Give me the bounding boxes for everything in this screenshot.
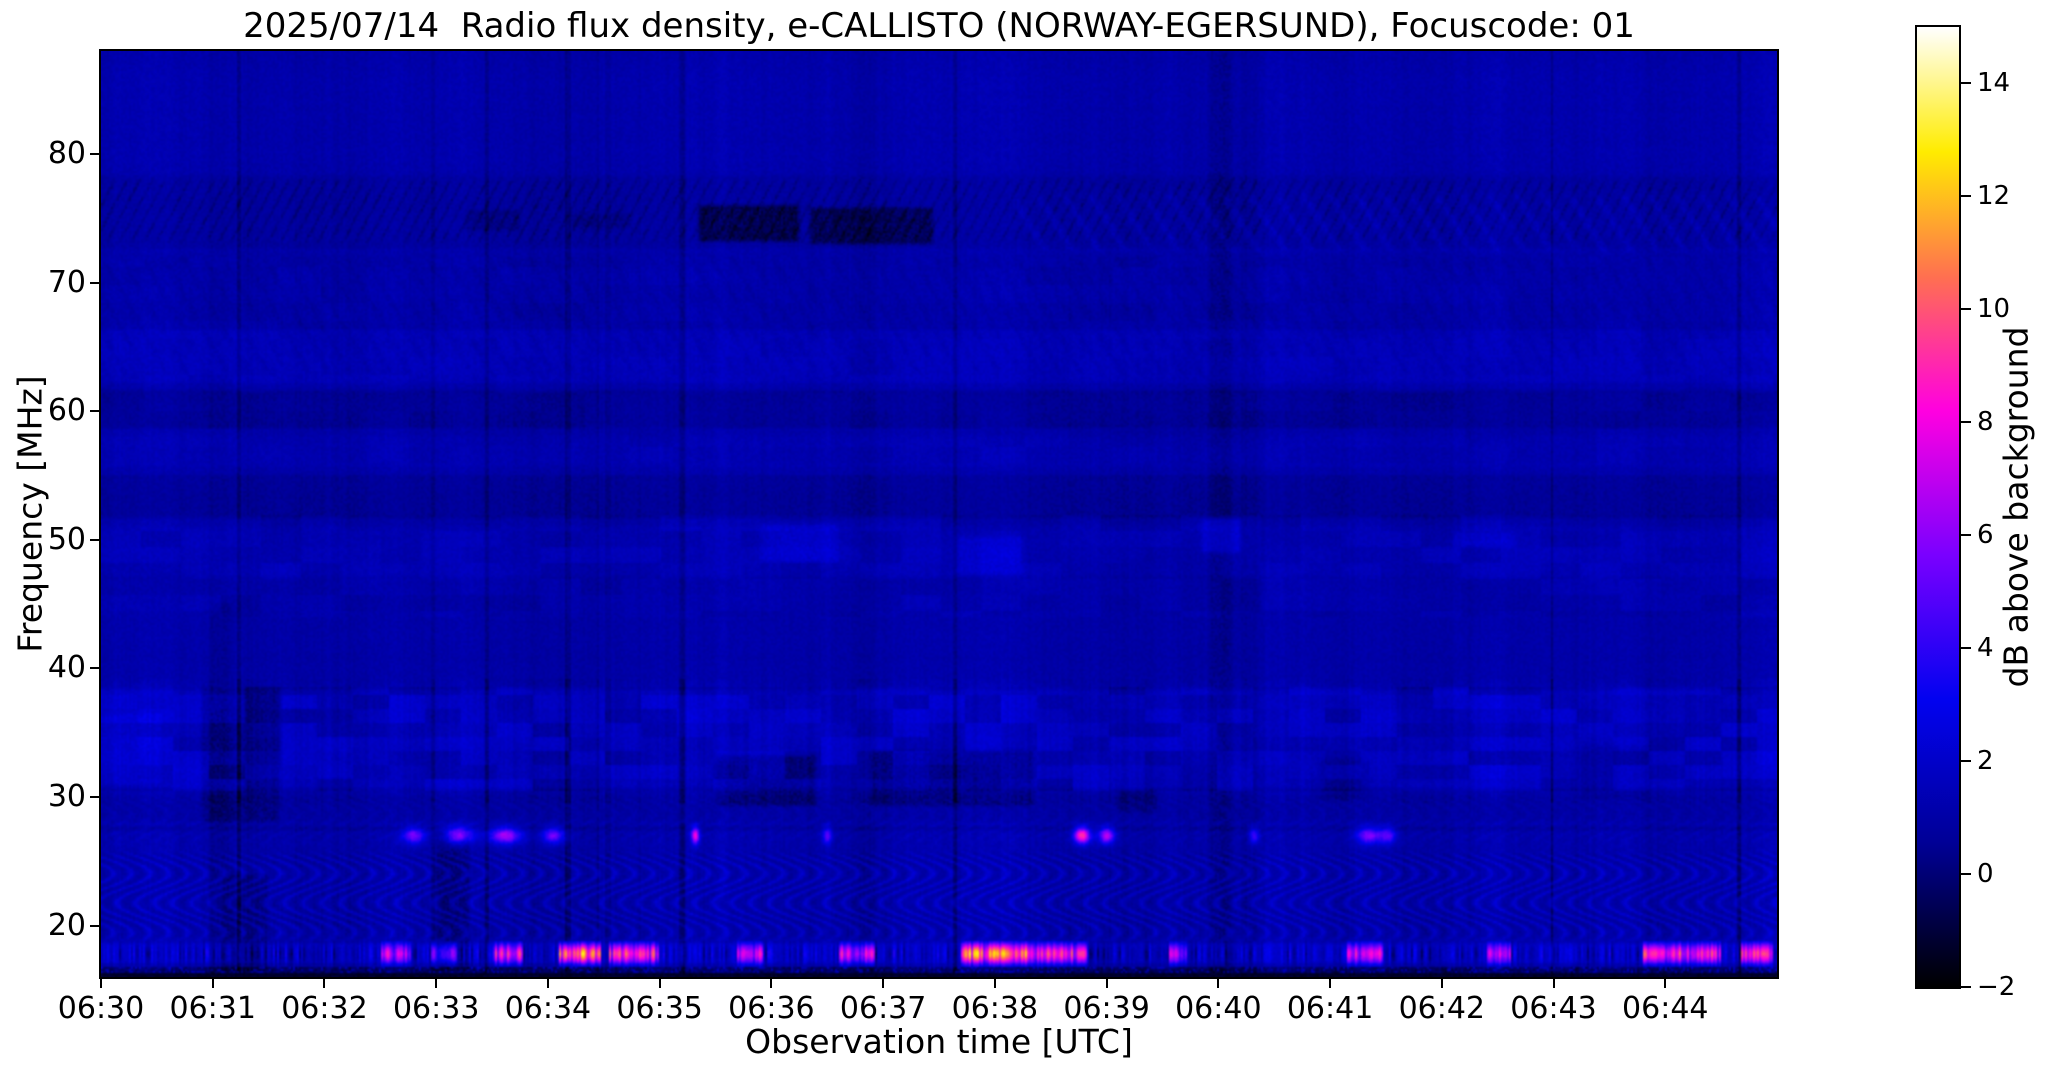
y-tick	[90, 410, 101, 413]
x-tick	[882, 977, 885, 988]
x-tick	[770, 977, 773, 988]
x-tick	[435, 977, 438, 988]
colorbar-tick	[1961, 308, 1971, 311]
x-tick	[1105, 977, 1108, 988]
colorbar-tick-label: 6	[1977, 520, 1994, 551]
colorbar-tick-label: 12	[1977, 181, 2011, 212]
x-tick-label: 06:31	[169, 991, 256, 1026]
y-tick-label: 80	[47, 135, 86, 171]
x-tick-label: 06:40	[1175, 991, 1262, 1026]
colorbar-label: dB above background	[1996, 326, 2036, 688]
colorbar-tick-label: −2	[1977, 972, 2016, 1002]
colorbar-tick	[1961, 421, 1971, 424]
x-tick-label: 06:33	[392, 991, 480, 1026]
x-tick-label: 06:32	[281, 991, 368, 1026]
x-tick-label: 06:36	[728, 991, 815, 1026]
colorbar-tick-label: 8	[1977, 407, 1994, 438]
y-tick	[90, 538, 101, 541]
spectrogram-plot-frame	[99, 49, 1779, 979]
y-tick	[90, 667, 101, 670]
y-tick-label: 40	[47, 650, 86, 686]
colorbar-tick	[1961, 647, 1971, 650]
x-tick	[546, 977, 549, 988]
x-axis-label: Observation time [UTC]	[745, 1022, 1133, 1061]
colorbar-tick-label: 14	[1977, 68, 2011, 99]
x-tick-label: 06:43	[1510, 991, 1597, 1026]
x-tick-label: 06:35	[616, 991, 703, 1026]
y-tick	[90, 795, 101, 798]
colorbar-tick-label: 2	[1977, 746, 1994, 777]
colorbar-gradient	[1917, 27, 1959, 987]
y-tick	[90, 281, 101, 284]
y-tick	[90, 924, 101, 927]
colorbar-tick-label: 10	[1977, 294, 2011, 325]
x-tick-label: 06:38	[951, 991, 1039, 1026]
x-tick-label: 06:37	[839, 991, 927, 1026]
colorbar-tick	[1961, 873, 1971, 876]
x-tick	[993, 977, 996, 988]
y-axis-label: Frequency [MHz]	[10, 375, 50, 653]
y-tick-label: 60	[47, 393, 86, 429]
colorbar-tick-label: 4	[1977, 633, 1994, 664]
x-tick	[1552, 977, 1555, 988]
x-tick	[211, 977, 214, 988]
x-tick-label: 06:34	[504, 991, 592, 1026]
x-tick	[1440, 977, 1443, 988]
colorbar	[1915, 25, 1961, 989]
colorbar-tick-label: 0	[1977, 859, 1994, 890]
x-tick-label: 06:30	[57, 991, 145, 1026]
colorbar-tick	[1961, 534, 1971, 537]
x-tick-label: 06:42	[1398, 991, 1486, 1026]
x-tick	[323, 977, 326, 988]
y-tick	[90, 152, 101, 155]
chart-title: 2025/07/14 Radio flux density, e-CALLIST…	[243, 6, 1635, 46]
x-tick	[1664, 977, 1667, 988]
x-tick-label: 06:39	[1063, 991, 1150, 1026]
x-tick	[1217, 977, 1220, 988]
colorbar-tick	[1961, 986, 1971, 988]
x-tick-label: 06:41	[1286, 991, 1374, 1026]
y-tick-label: 30	[47, 778, 86, 814]
y-tick-label: 50	[47, 521, 86, 557]
y-tick-label: 70	[47, 264, 86, 300]
colorbar-tick	[1961, 82, 1971, 85]
x-tick	[658, 977, 661, 988]
x-tick	[100, 977, 102, 988]
spectrogram-image	[101, 51, 1777, 977]
y-tick-label: 20	[47, 907, 86, 943]
colorbar-tick	[1961, 760, 1971, 763]
colorbar-tick	[1961, 195, 1971, 198]
x-tick	[1329, 977, 1332, 988]
x-tick-label: 06:44	[1622, 991, 1709, 1026]
